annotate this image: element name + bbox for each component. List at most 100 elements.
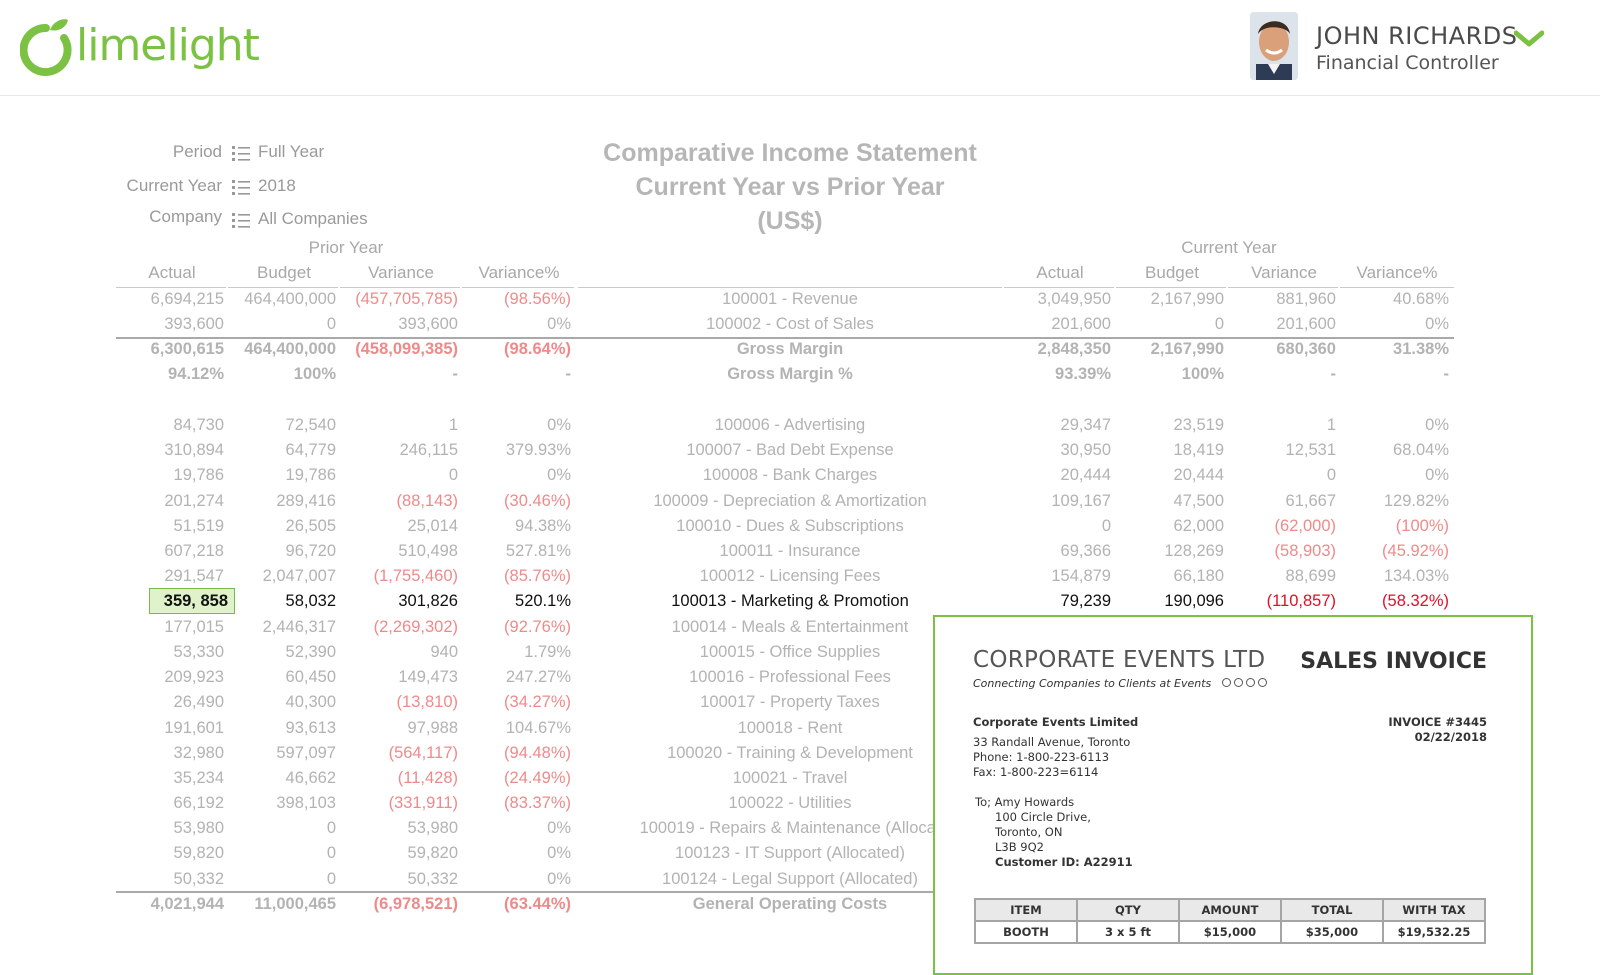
account-name-cell[interactable]: 100123 - IT Support (Allocated) xyxy=(675,844,905,862)
prior-variance-pct-cell[interactable]: (24.49%) xyxy=(504,769,571,787)
prior-budget-cell[interactable]: 58,032 xyxy=(285,592,336,610)
prior-variance-cell[interactable]: (1,755,460) xyxy=(373,567,458,585)
current-actual-cell[interactable]: 79,239 xyxy=(1060,592,1111,610)
current-budget-cell[interactable]: 100% xyxy=(1181,365,1224,383)
prior-variance-pct-cell[interactable]: 379.93% xyxy=(505,441,571,459)
col-variancepct-current[interactable]: Variance% xyxy=(1356,263,1438,282)
prior-variance-cell[interactable]: (88,143) xyxy=(396,492,458,510)
filter-value[interactable]: All Companies xyxy=(258,209,368,228)
current-budget-cell[interactable]: 0 xyxy=(1214,315,1224,333)
prior-variance-cell[interactable]: 301,826 xyxy=(398,592,458,610)
prior-budget-cell[interactable]: 60,450 xyxy=(285,668,336,686)
user-name[interactable]: JOHN RICHARDS xyxy=(1316,22,1518,50)
prior-variance-cell[interactable]: 53,980 xyxy=(407,819,458,837)
prior-actual-cell[interactable]: 50,332 xyxy=(173,870,224,888)
prior-variance-pct-cell[interactable]: (94.48%) xyxy=(504,744,571,762)
prior-budget-cell[interactable]: 398,103 xyxy=(276,794,336,812)
account-name-cell[interactable]: 100017 - Property Taxes xyxy=(700,693,880,711)
prior-variance-pct-cell[interactable]: 520.1% xyxy=(515,592,571,610)
prior-budget-cell[interactable]: 19,786 xyxy=(285,466,336,484)
account-name-cell[interactable]: 100013 - Marketing & Promotion xyxy=(671,592,909,610)
prior-actual-cell[interactable]: 607,218 xyxy=(164,542,224,560)
current-actual-cell[interactable]: 3,049,950 xyxy=(1037,290,1111,308)
account-name-cell[interactable]: 100124 - Legal Support (Allocated) xyxy=(662,870,918,888)
current-budget-cell[interactable]: 66,180 xyxy=(1173,567,1224,585)
prior-variance-cell[interactable]: 510,498 xyxy=(398,542,458,560)
prior-variance-cell[interactable]: 59,820 xyxy=(407,844,458,862)
current-variance-cell[interactable]: 0 xyxy=(1326,466,1336,484)
list-icon[interactable] xyxy=(232,212,250,228)
prior-actual-cell[interactable]: 26,490 xyxy=(173,693,224,711)
current-actual-cell[interactable]: 29,347 xyxy=(1060,416,1111,434)
prior-variance-pct-cell[interactable]: (34.27%) xyxy=(504,693,571,711)
prior-variance-cell[interactable]: (13,810) xyxy=(396,693,458,711)
col-variancepct-prior[interactable]: Variance% xyxy=(478,263,560,282)
prior-budget-cell[interactable]: 289,416 xyxy=(276,492,336,510)
current-actual-cell[interactable]: 20,444 xyxy=(1060,466,1111,484)
current-actual-cell[interactable]: 154,879 xyxy=(1051,567,1111,585)
prior-variance-pct-cell[interactable]: (98.64%) xyxy=(504,340,571,358)
prior-budget-cell[interactable]: 40,300 xyxy=(285,693,336,711)
col-actual-prior[interactable]: Actual xyxy=(148,263,196,282)
prior-variance-cell[interactable]: (6,978,521) xyxy=(373,895,458,913)
prior-actual-cell[interactable]: 291,547 xyxy=(164,567,224,585)
prior-actual-cell[interactable]: 177,015 xyxy=(164,618,224,636)
account-name-cell[interactable]: Gross Margin xyxy=(736,340,844,358)
account-name-cell[interactable]: 100002 - Cost of Sales xyxy=(706,315,874,333)
prior-variance-pct-cell[interactable]: (83.37%) xyxy=(504,794,571,812)
current-variance-pct-cell[interactable]: 129.82% xyxy=(1383,492,1449,510)
current-actual-cell[interactable]: 109,167 xyxy=(1051,492,1111,510)
account-name-cell[interactable]: 100015 - Office Supplies xyxy=(699,643,881,661)
prior-actual-cell[interactable]: 4,021,944 xyxy=(150,895,224,913)
current-variance-cell[interactable]: 12,531 xyxy=(1285,441,1336,459)
current-actual-cell[interactable]: 0 xyxy=(1101,517,1111,535)
current-variance-pct-cell[interactable]: 0% xyxy=(1425,416,1449,434)
prior-actual-cell[interactable]: 32,980 xyxy=(173,744,224,762)
account-name-cell[interactable]: 100019 - Repairs & Maintenance (Allocat xyxy=(639,819,941,837)
prior-budget-cell[interactable]: 100% xyxy=(293,365,336,383)
prior-variance-cell[interactable]: (564,117) xyxy=(388,744,458,762)
prior-actual-cell[interactable]: 310,894 xyxy=(164,441,224,459)
prior-variance-cell[interactable]: 25,014 xyxy=(407,517,458,535)
prior-budget-cell[interactable]: 72,540 xyxy=(285,416,336,434)
chevron-down-icon[interactable] xyxy=(1514,30,1544,48)
selected-cell[interactable] xyxy=(149,588,235,614)
current-actual-cell[interactable]: 30,950 xyxy=(1060,441,1111,459)
prior-actual-cell[interactable]: 201,274 xyxy=(164,492,224,510)
prior-variance-cell[interactable]: (2,269,302) xyxy=(373,618,458,636)
current-budget-cell[interactable]: 62,000 xyxy=(1173,517,1224,535)
col-variance-current[interactable]: Variance xyxy=(1251,263,1317,282)
prior-variance-pct-cell[interactable]: 0% xyxy=(547,466,571,484)
current-budget-cell[interactable]: 20,444 xyxy=(1173,466,1224,484)
prior-budget-cell[interactable]: 96,720 xyxy=(285,542,336,560)
filter-value[interactable]: Full Year xyxy=(258,142,325,161)
current-budget-cell[interactable]: 47,500 xyxy=(1173,492,1224,510)
current-actual-cell[interactable]: 93.39% xyxy=(1055,365,1111,383)
account-name-cell[interactable]: 100010 - Dues & Subscriptions xyxy=(676,517,904,535)
current-variance-pct-cell[interactable]: 134.03% xyxy=(1383,567,1449,585)
prior-variance-pct-cell[interactable]: 0% xyxy=(547,844,571,862)
prior-actual-cell[interactable]: 94.12% xyxy=(168,365,224,383)
account-name-cell[interactable]: 100022 - Utilities xyxy=(728,794,852,812)
prior-variance-pct-cell[interactable]: (30.46%) xyxy=(504,492,571,510)
prior-variance-pct-cell[interactable]: 247.27% xyxy=(505,668,571,686)
prior-variance-cell[interactable]: 246,115 xyxy=(399,441,458,459)
prior-variance-pct-cell[interactable]: 0% xyxy=(547,870,571,888)
current-variance-pct-cell[interactable]: 31.38% xyxy=(1393,340,1449,358)
current-budget-cell[interactable]: 128,269 xyxy=(1164,542,1224,560)
account-name-cell[interactable]: 100006 - Advertising xyxy=(714,416,866,434)
prior-variance-cell[interactable]: 97,988 xyxy=(407,719,458,737)
current-variance-cell[interactable]: 1 xyxy=(1326,416,1336,434)
current-variance-cell[interactable]: 88,699 xyxy=(1285,567,1336,585)
col-variance-prior[interactable]: Variance xyxy=(368,263,434,282)
filter-value[interactable]: 2018 xyxy=(258,176,296,195)
col-budget-current[interactable]: Budget xyxy=(1145,263,1199,282)
prior-actual-cell[interactable]: 53,330 xyxy=(173,643,224,661)
prior-variance-pct-cell[interactable]: 104.67% xyxy=(505,719,571,737)
prior-variance-cell[interactable]: 940 xyxy=(430,643,458,661)
prior-budget-cell[interactable]: 0 xyxy=(326,819,336,837)
current-variance-cell[interactable]: (58,903) xyxy=(1274,542,1336,560)
current-variance-cell[interactable]: 881,960 xyxy=(1276,290,1336,308)
prior-variance-cell[interactable]: (458,099,385) xyxy=(355,340,458,358)
prior-variance-cell[interactable]: 149,473 xyxy=(398,668,458,686)
